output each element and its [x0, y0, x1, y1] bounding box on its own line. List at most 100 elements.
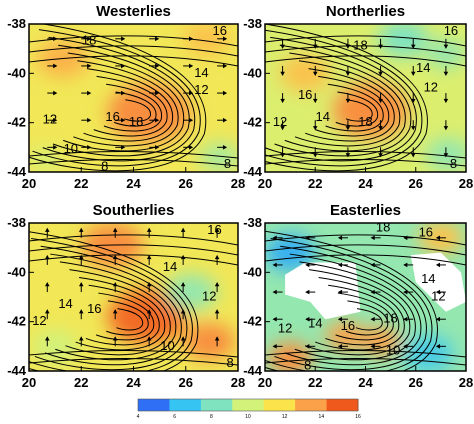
wind-arrow	[183, 90, 194, 96]
y-tick-label: -42	[243, 115, 262, 130]
wind-arrow	[183, 63, 194, 69]
plot-area: 16 18 14 12 12 16 18 10 8 8	[29, 23, 238, 172]
x-tick-label: 22	[308, 176, 322, 191]
contour-label: 8	[450, 156, 457, 171]
wind-arrow	[435, 344, 446, 349]
colorbar-tick-label: 10	[245, 414, 251, 420]
y-tick-label: -40	[243, 65, 262, 80]
wind-arrow	[146, 227, 152, 238]
y-tick-label: -38	[243, 16, 262, 31]
wind-arrow	[435, 262, 446, 268]
wind-arrow	[337, 316, 348, 322]
x-tick-label: 20	[258, 176, 272, 191]
contour-line	[265, 150, 466, 159]
wind-arrow	[81, 63, 92, 69]
colorbar-segment	[138, 399, 170, 411]
wind-arrow	[370, 289, 381, 295]
y-tick-label: -40	[7, 264, 26, 279]
contour-line	[335, 91, 379, 127]
contour-line	[294, 60, 401, 147]
contour-line	[29, 150, 238, 159]
contour-label: 12	[431, 288, 445, 303]
wind-arrow	[180, 336, 186, 347]
contour-label: 16	[419, 224, 433, 239]
wind-arrow	[217, 36, 228, 42]
contour-lines	[265, 24, 466, 172]
wind-arrow	[217, 63, 228, 69]
contour-line	[284, 253, 422, 366]
colorbar-segment	[232, 399, 265, 411]
wind-arrow	[47, 36, 58, 42]
contour-label: 8	[304, 358, 311, 373]
wind-vectors	[272, 235, 446, 349]
wind-arrow	[443, 120, 449, 131]
wind-arrow	[112, 336, 118, 347]
field-patch	[31, 329, 79, 363]
contour-line	[265, 234, 466, 246]
field-patch	[325, 321, 366, 352]
contour-line	[265, 55, 466, 67]
y-tick-label: -40	[7, 65, 26, 80]
wind-arrow	[403, 289, 414, 295]
wind-arrow	[115, 117, 126, 123]
contour-line	[62, 52, 185, 152]
wind-arrow	[149, 36, 160, 42]
field-patch	[360, 326, 401, 357]
y-tick-label: -44	[243, 164, 263, 179]
wind-arrow	[345, 65, 351, 76]
y-tick-label: -44	[7, 363, 27, 378]
wind-arrow	[183, 36, 194, 42]
contour-label: 8	[224, 156, 231, 171]
wind-arrow	[149, 90, 160, 96]
wind-arrow	[280, 147, 285, 158]
colorbar-tick-label: 6	[173, 414, 176, 420]
contour-line	[29, 55, 238, 67]
wind-arrow	[45, 282, 50, 293]
x-tick-label: 20	[22, 176, 36, 191]
contour-label: 14	[194, 65, 208, 80]
contour-label: 14	[316, 109, 330, 124]
contour-label: 18	[383, 311, 397, 326]
contour-line	[265, 349, 466, 358]
wind-arrow	[272, 344, 283, 349]
contour-label: 18	[353, 38, 367, 53]
contour-line	[265, 24, 428, 172]
contour-label: 16	[212, 23, 226, 38]
y-tick-label: -44	[7, 164, 27, 179]
contour-label: 12	[273, 114, 287, 129]
wind-arrow	[345, 120, 351, 131]
wind-arrow	[272, 289, 283, 295]
contour-label: 16	[444, 23, 458, 38]
wind-arrow	[78, 309, 84, 320]
wind-arrow	[280, 120, 285, 131]
contour-line	[52, 44, 190, 157]
wind-arrow	[112, 254, 118, 265]
wind-arrow	[45, 227, 50, 238]
contour-line	[85, 284, 160, 346]
wind-arrow	[146, 254, 152, 265]
contour-line	[345, 300, 389, 336]
y-tick-label: -42	[7, 314, 26, 329]
colorbar-segment	[326, 399, 359, 411]
x-tick-label: 22	[308, 375, 322, 390]
wind-vectors	[280, 38, 449, 158]
wind-arrow	[378, 65, 383, 76]
contour-line	[345, 99, 373, 122]
masked-region	[285, 262, 361, 320]
wind-arrow	[81, 145, 92, 150]
wind-arrow	[435, 289, 446, 295]
contour-line	[29, 24, 207, 172]
wind-arrow	[280, 38, 285, 49]
contour-line	[315, 276, 405, 351]
wind-arrow	[180, 227, 186, 238]
contour-label: 18	[82, 33, 96, 48]
x-tick-label: 28	[459, 375, 473, 390]
wind-arrow	[149, 117, 160, 123]
wind-arrow	[146, 336, 152, 347]
contour-line	[106, 300, 149, 336]
contour-line	[274, 245, 427, 371]
contour-line	[265, 357, 466, 366]
wind-arrow	[81, 90, 92, 96]
wind-arrow	[337, 235, 348, 241]
